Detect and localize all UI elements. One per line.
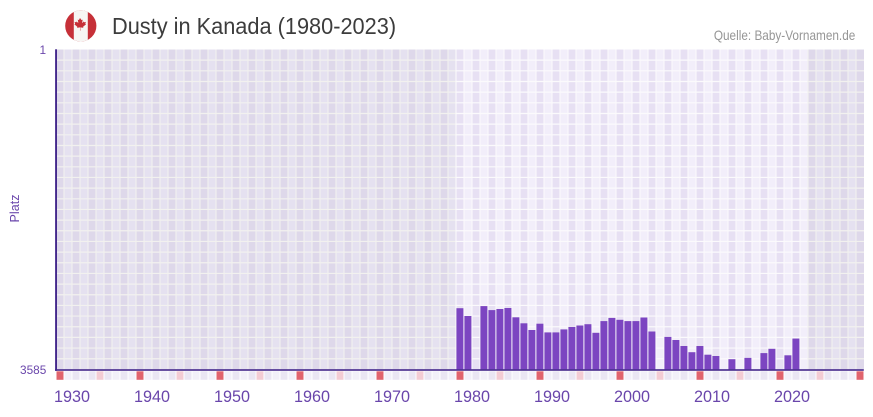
svg-text:Quelle: Baby-Vornamen.de: Quelle: Baby-Vornamen.de (714, 28, 855, 43)
svg-text:1: 1 (39, 43, 46, 57)
svg-text:1930: 1930 (54, 388, 90, 406)
svg-text:1970: 1970 (374, 388, 410, 406)
svg-text:1980: 1980 (454, 388, 490, 406)
svg-text:1990: 1990 (534, 388, 570, 406)
svg-text:2000: 2000 (614, 388, 650, 406)
svg-text:Dusty in Kanada (1980-2023): Dusty in Kanada (1980-2023) (112, 13, 396, 39)
svg-text:1950: 1950 (214, 388, 250, 406)
svg-text:2010: 2010 (694, 388, 730, 406)
svg-text:1960: 1960 (294, 388, 330, 406)
svg-text:3585: 3585 (20, 363, 47, 377)
svg-text:2020: 2020 (774, 388, 810, 406)
svg-text:Platz: Platz (8, 195, 22, 223)
svg-text:1940: 1940 (134, 388, 170, 406)
